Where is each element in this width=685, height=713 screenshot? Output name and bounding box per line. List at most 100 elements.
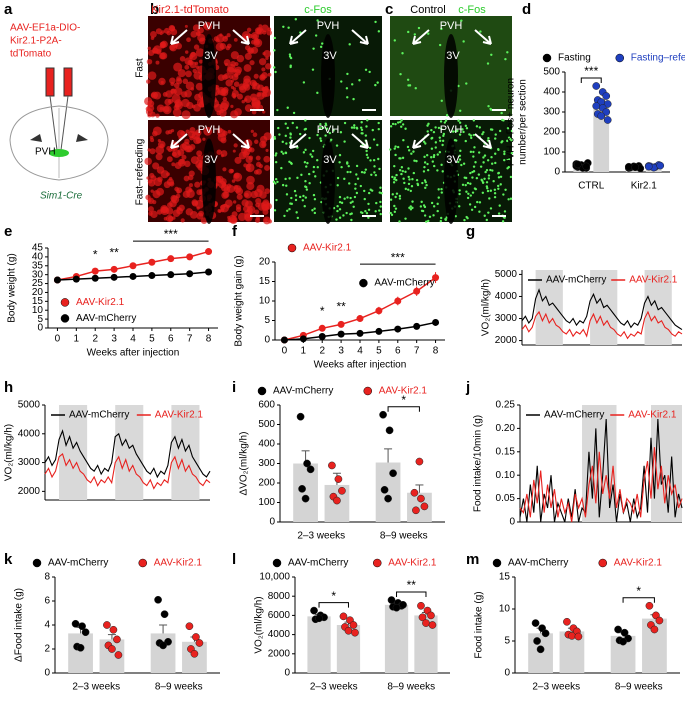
- cell: [393, 204, 396, 208]
- significance-label: *: [320, 304, 325, 318]
- cell: [302, 81, 306, 84]
- y-tick-label: 2: [44, 644, 50, 655]
- point: [645, 601, 654, 610]
- cell: [478, 201, 482, 204]
- cell: [311, 149, 315, 153]
- point: [296, 412, 305, 421]
- cell: [336, 176, 340, 180]
- cell: [393, 39, 396, 42]
- cell: [490, 156, 493, 159]
- cell: [493, 192, 497, 195]
- cell: [486, 62, 490, 65]
- cell: [189, 136, 194, 141]
- point: [333, 496, 341, 505]
- panel-label: k: [4, 551, 13, 568]
- y-tick-label: 8: [44, 572, 50, 583]
- cell: [290, 202, 293, 206]
- cell: [181, 110, 191, 120]
- legend-label: Fasting–refeeding: [631, 53, 685, 64]
- cell: [195, 82, 204, 91]
- point: [563, 617, 571, 626]
- panel-label: f: [232, 223, 238, 240]
- cell: [280, 166, 283, 170]
- cell: [181, 98, 190, 108]
- significance-bracket: [580, 77, 602, 83]
- cell: [463, 218, 466, 222]
- panel-label: h: [4, 379, 13, 396]
- cell: [393, 147, 396, 150]
- cell: [274, 70, 277, 74]
- cell: [227, 215, 231, 220]
- cell: [499, 183, 502, 186]
- point: [205, 268, 213, 276]
- cell: [169, 44, 176, 51]
- cell: [408, 178, 411, 181]
- cell: [346, 72, 349, 76]
- cell: [459, 149, 462, 153]
- point: [620, 628, 629, 637]
- y-tick-label: 10: [499, 604, 511, 615]
- cell: [423, 179, 427, 182]
- cell: [367, 216, 370, 219]
- cell: [176, 189, 181, 194]
- cell: [404, 127, 407, 130]
- cell: [245, 166, 251, 172]
- cell: [373, 171, 376, 174]
- point: [624, 162, 633, 171]
- cell: [219, 102, 229, 112]
- cell: [343, 140, 346, 143]
- cell: [247, 47, 255, 55]
- cell: [262, 110, 266, 114]
- cell: [188, 188, 193, 193]
- cell: [349, 212, 352, 216]
- point: [337, 320, 345, 328]
- cell: [399, 120, 402, 124]
- cell: [223, 59, 231, 66]
- cell: [233, 143, 238, 148]
- cell: [281, 183, 285, 187]
- cell: [248, 155, 254, 161]
- cell: [410, 152, 413, 155]
- cell: [349, 170, 352, 174]
- cell: [150, 138, 155, 143]
- mouse-label: Sim1-Cre: [40, 191, 83, 202]
- cell: [494, 152, 497, 155]
- cell: [404, 217, 407, 220]
- y-tick-label: 3000: [495, 313, 518, 324]
- ventricle-label: 3V: [323, 50, 337, 62]
- cell: [489, 168, 492, 172]
- cell: [360, 132, 363, 135]
- cell: [259, 74, 266, 81]
- cell: [256, 184, 265, 193]
- cell: [163, 181, 171, 189]
- cell: [365, 212, 369, 215]
- region-label: PVH: [198, 20, 221, 32]
- cell: [195, 65, 200, 69]
- point: [541, 629, 550, 638]
- cell: [501, 118, 504, 122]
- cell: [428, 215, 432, 218]
- cell: [473, 146, 476, 149]
- y-tick-label: 10: [259, 296, 271, 307]
- cell: [377, 127, 380, 131]
- cell: [440, 99, 443, 102]
- cell: [340, 80, 343, 83]
- cell: [336, 209, 339, 213]
- cell: [166, 156, 173, 163]
- point: [186, 270, 194, 278]
- cell: [273, 209, 277, 212]
- point: [592, 82, 601, 90]
- cell: [402, 177, 405, 180]
- cell: [503, 158, 506, 162]
- point: [108, 645, 116, 653]
- point: [418, 613, 427, 622]
- point: [109, 625, 118, 634]
- cell: [264, 188, 271, 194]
- cell: [312, 165, 316, 169]
- y-axis-label: Body weight (g): [7, 253, 18, 322]
- panel-label: m: [466, 551, 479, 568]
- cell: [421, 209, 425, 213]
- cell: [259, 58, 267, 66]
- cell: [479, 30, 482, 33]
- y-tick-label: 0.25: [496, 400, 516, 411]
